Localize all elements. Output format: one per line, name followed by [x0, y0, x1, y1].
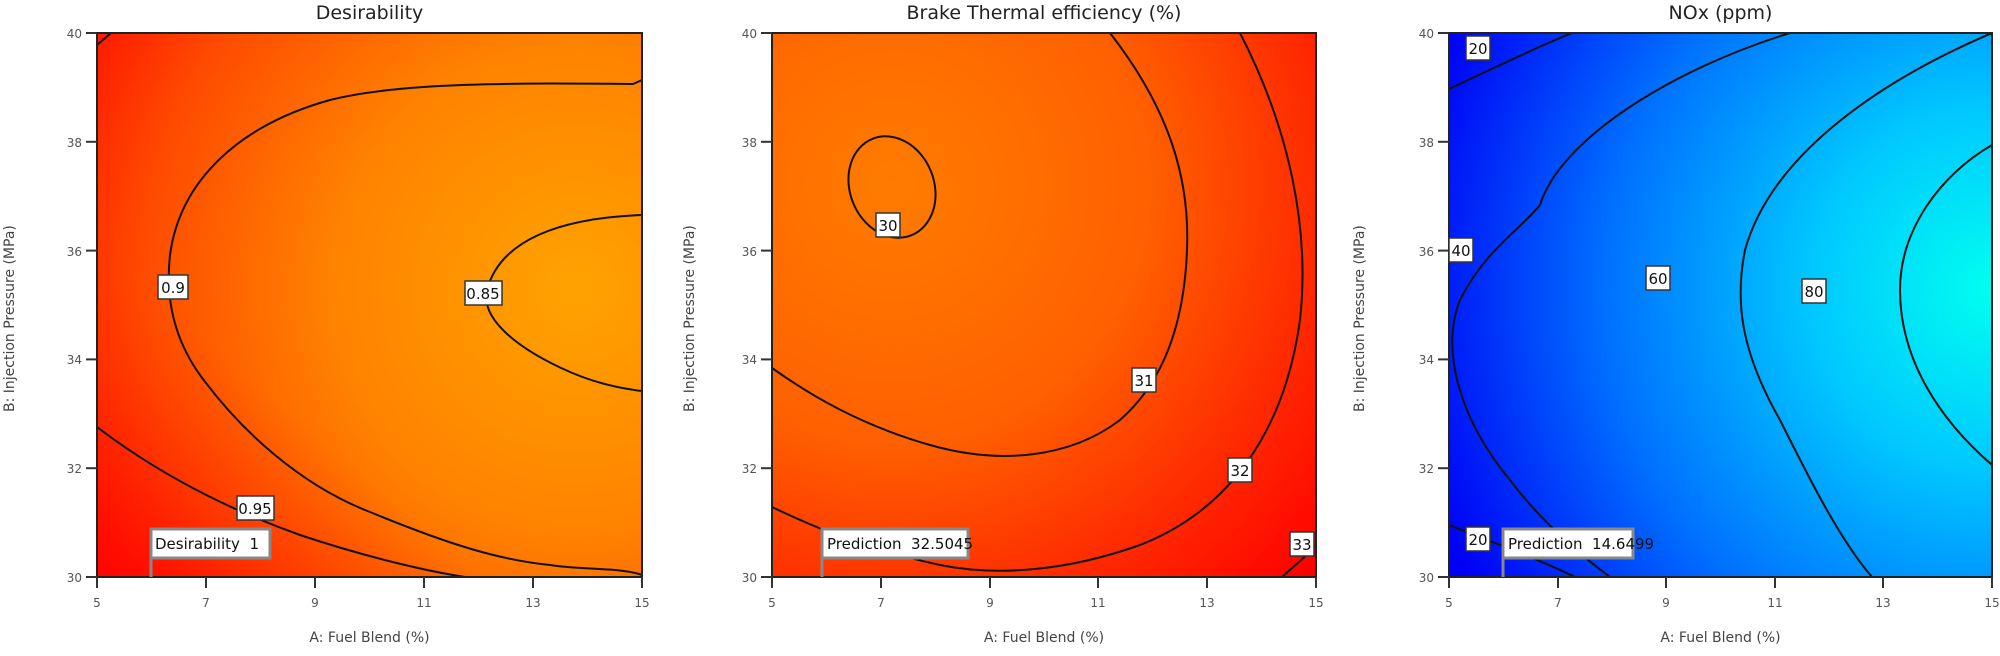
svg-text:20: 20: [1468, 531, 1487, 549]
chart-title: Desirability: [315, 2, 424, 24]
contour-line-80: [1898, 144, 1992, 466]
y-tick: 40: [742, 27, 757, 41]
contour-line-0.9: [167, 79, 642, 576]
contour-label: 33: [1289, 531, 1315, 557]
x-tick: 5: [768, 596, 776, 610]
svg-text:31: 31: [1134, 372, 1153, 390]
x-tick: 9: [311, 596, 319, 610]
contour-plot: 40 38 36 34 32 30 5 7 9 11 13 15 0.9 0.8…: [67, 27, 650, 610]
y-tick: 34: [1419, 353, 1434, 367]
contour-label: 30: [875, 212, 901, 238]
contour-line-30: [847, 135, 937, 239]
x-axis-label: A: Fuel Blend (%): [309, 630, 430, 646]
contour-line-40: [1451, 33, 1791, 577]
contour-line-20-top: [1449, 33, 1573, 90]
x-axis: [96, 577, 643, 588]
x-axis-label: A: Fuel Blend (%): [1660, 630, 1781, 646]
y-tick: 38: [67, 136, 82, 150]
x-tick: 7: [877, 596, 885, 610]
svg-text:80: 80: [1804, 283, 1823, 301]
y-tick: 36: [1419, 245, 1434, 259]
contour-label: 20: [1465, 526, 1491, 552]
chart-title: Brake Thermal efficiency (%): [906, 2, 1182, 24]
prediction-flag[interactable]: Prediction 32.5045: [820, 527, 973, 577]
contour-plot: 40 38 36 34 32 30 5 7 9 11 13 15 30 31 3…: [742, 27, 1324, 610]
svg-text:Prediction 14.6499: Prediction 14.6499: [1508, 535, 1654, 553]
svg-text:32: 32: [1230, 462, 1249, 480]
svg-text:0.85: 0.85: [466, 285, 499, 303]
y-tick: 38: [742, 136, 757, 150]
svg-text:20: 20: [1468, 40, 1487, 58]
x-tick: 11: [1090, 596, 1105, 610]
prediction-flag[interactable]: Prediction 14.6499: [1501, 527, 1654, 577]
svg-text:60: 60: [1648, 270, 1667, 288]
contour-line-31: [772, 33, 1189, 457]
contour-label: 0.9: [157, 274, 189, 300]
surface: [1449, 33, 1992, 577]
contour-label: 31: [1131, 367, 1157, 393]
prediction-flag[interactable]: Desirability 1: [149, 527, 272, 577]
x-tick: 13: [1875, 596, 1890, 610]
contour-line-0.9-top: [97, 33, 112, 46]
x-tick: 9: [986, 596, 994, 610]
contour-label: 0.85: [464, 280, 503, 306]
svg-text:0.95: 0.95: [238, 500, 271, 518]
x-tick: 7: [202, 596, 210, 610]
svg-text:33: 33: [1292, 536, 1311, 554]
surface: [772, 33, 1316, 577]
contour-label: 40: [1448, 237, 1474, 263]
y-tick: 30: [1419, 571, 1434, 585]
contour-label: 80: [1801, 278, 1827, 304]
chart-title: NOx (ppm): [1668, 2, 1773, 24]
chart-desirability: Desirability B: Injection Pressure (MPa)…: [0, 0, 670, 656]
svg-text:30: 30: [878, 217, 897, 235]
x-tick: 11: [1767, 596, 1782, 610]
y-tick: 38: [1419, 136, 1434, 150]
x-tick: 9: [1662, 596, 1670, 610]
x-axis: [1448, 577, 1993, 588]
y-tick: 32: [1419, 462, 1434, 476]
contour-label: 60: [1645, 265, 1671, 291]
y-tick: 30: [742, 571, 757, 585]
svg-text:40: 40: [1451, 242, 1470, 260]
y-tick: 34: [742, 353, 757, 367]
contour-label: 0.95: [236, 495, 275, 521]
x-axis: [771, 577, 1317, 588]
x-tick: 15: [1984, 596, 1999, 610]
contour-line-0.85: [485, 214, 642, 392]
x-tick: 5: [1445, 596, 1453, 610]
x-tick: 7: [1554, 596, 1562, 610]
x-tick: 5: [93, 596, 101, 610]
svg-text:Desirability 1: Desirability 1: [155, 535, 259, 553]
x-tick: 13: [1199, 596, 1214, 610]
y-axis: [1438, 32, 1449, 578]
svg-text:0.9: 0.9: [161, 279, 185, 297]
svg-text:Prediction 32.5045: Prediction 32.5045: [827, 535, 973, 553]
y-tick: 32: [67, 462, 82, 476]
chart-nox: NOx (ppm) B: Injection Pressure (MPa) A:…: [1340, 0, 2000, 656]
chart-brake-thermal-efficiency: Brake Thermal efficiency (%) B: Injectio…: [670, 0, 1340, 656]
y-tick: 40: [67, 27, 82, 41]
y-tick: 30: [67, 571, 82, 585]
contour-line-60: [1739, 33, 1992, 577]
y-tick: 34: [67, 353, 82, 367]
x-axis-label: A: Fuel Blend (%): [983, 630, 1105, 646]
y-axis: [761, 32, 772, 578]
x-tick: 13: [525, 596, 540, 610]
y-axis: [86, 32, 97, 578]
x-tick: 15: [634, 596, 649, 610]
y-tick: 32: [742, 462, 757, 476]
y-tick: 36: [742, 245, 757, 259]
x-tick: 15: [1308, 596, 1323, 610]
contour-line-0.95: [97, 426, 466, 577]
x-tick: 11: [416, 596, 431, 610]
contour-label: 32: [1227, 457, 1253, 483]
contour-label: 20: [1465, 35, 1491, 61]
contour-plot: 40 38 36 34 32 30 5 7 9 11 13 15 20 40 6…: [1419, 27, 2000, 610]
y-tick: 36: [67, 245, 82, 259]
y-tick: 40: [1419, 27, 1434, 41]
